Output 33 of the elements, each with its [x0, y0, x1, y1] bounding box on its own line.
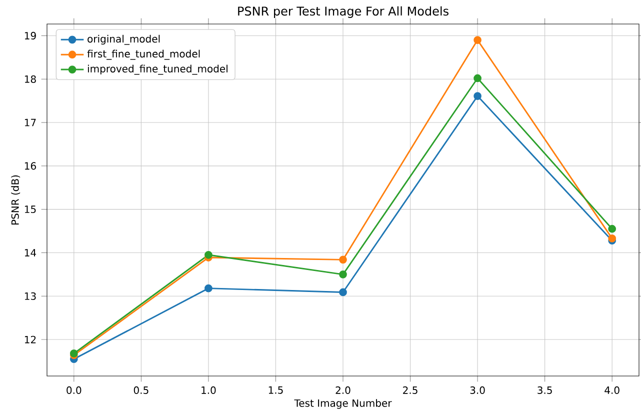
y-tick-label: 12: [24, 336, 36, 344]
legend-label: improved_fine_tuned_model: [88, 64, 228, 75]
y-tick-label: 15: [24, 206, 36, 214]
x-tick-label: 0.0: [66, 386, 82, 394]
x-tick-label: 1.0: [202, 386, 216, 394]
chart-title: PSNR per Test Image For All Models: [238, 6, 448, 18]
point: [474, 36, 482, 44]
y-tick-label: 13: [24, 292, 36, 300]
x-tick-label: 0.5: [134, 386, 148, 394]
x-tick-label: 1.5: [268, 386, 283, 394]
y-tick-label: 16: [24, 162, 36, 170]
x-tick-label: 2.0: [336, 386, 350, 394]
y-axis-title: PSNR (dB): [11, 175, 20, 225]
x-tick-label: 2.5: [403, 386, 418, 394]
point: [474, 74, 482, 82]
x-tick-label: 4.0: [604, 386, 620, 394]
point: [204, 250, 212, 259]
y-tick-label: 17: [24, 118, 36, 126]
x-tick-label: 3.0: [470, 386, 485, 394]
point: [204, 284, 212, 292]
x-tick-label: 3.5: [538, 386, 552, 394]
legend-label: original_model: [88, 34, 160, 45]
point: [608, 224, 616, 233]
x-axis-title: Test Image Number: [294, 399, 392, 409]
y-tick-label: 18: [24, 75, 36, 83]
point: [339, 270, 347, 278]
y-tick-label: 19: [24, 32, 36, 40]
point: [339, 256, 347, 264]
point: [608, 234, 616, 242]
y-tick-label: 14: [24, 249, 36, 256]
point: [339, 288, 347, 296]
legend-label: first_fine_tuned_model: [87, 50, 200, 60]
point: [474, 92, 482, 100]
